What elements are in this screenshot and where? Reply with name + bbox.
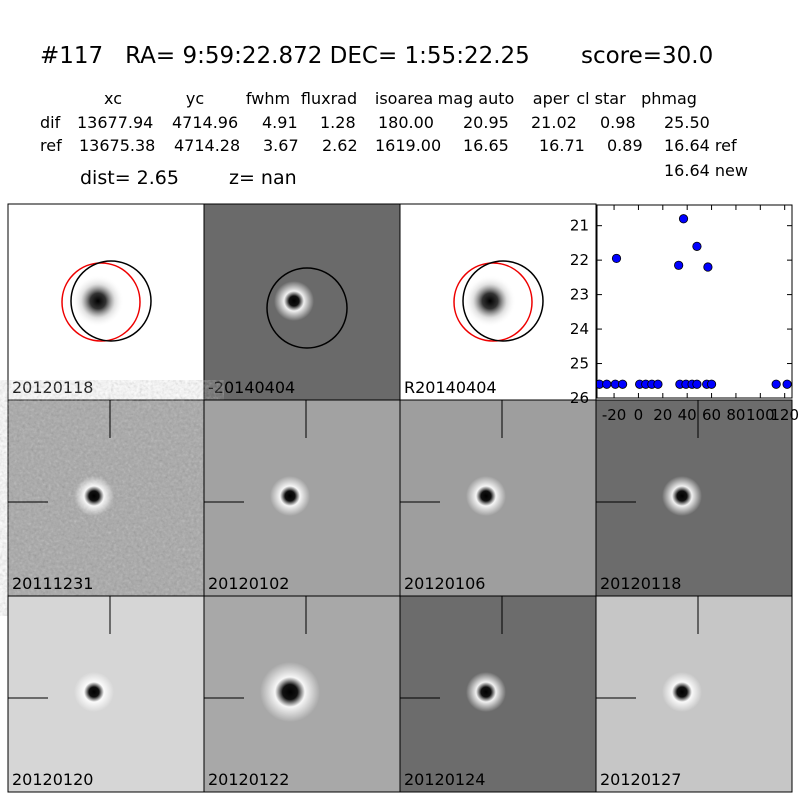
x-tick-label: -20 bbox=[602, 406, 627, 424]
aperture bbox=[266, 267, 348, 349]
point bbox=[602, 379, 612, 389]
column-header: cl star bbox=[576, 89, 626, 108]
source bbox=[274, 281, 314, 321]
x-tick-label: 100 bbox=[746, 406, 775, 424]
source bbox=[466, 672, 506, 712]
point bbox=[703, 262, 713, 272]
point bbox=[692, 379, 702, 389]
table-cell: 20.95 bbox=[463, 113, 509, 132]
source bbox=[74, 476, 114, 516]
y-tick-label: 26 bbox=[570, 389, 589, 407]
stamp-label: 20120120 bbox=[12, 770, 93, 789]
stamp-label: 20120124 bbox=[404, 770, 485, 789]
aperture bbox=[462, 260, 544, 342]
table-cell: 1619.00 bbox=[375, 136, 441, 155]
table-cell: 0.98 bbox=[600, 113, 636, 132]
column-header: aper bbox=[533, 89, 570, 108]
aperture bbox=[70, 260, 152, 342]
z-value: z= nan bbox=[229, 167, 297, 189]
point bbox=[692, 241, 702, 251]
source bbox=[72, 275, 124, 327]
table-cell: 16.65 bbox=[463, 136, 509, 155]
table-cell: 2.62 bbox=[322, 136, 358, 155]
stamp-label: 20120127 bbox=[600, 770, 681, 789]
y-tick-label: 24 bbox=[570, 320, 589, 338]
ref-circle bbox=[61, 262, 141, 342]
source bbox=[464, 275, 516, 327]
stamp-label: -20140404 bbox=[208, 378, 295, 397]
y-tick-label: 23 bbox=[570, 286, 589, 304]
column-header: fwhm bbox=[246, 89, 290, 108]
column-header: mag auto bbox=[438, 89, 515, 108]
x-tick-label: 60 bbox=[702, 406, 721, 424]
column-header: xc bbox=[104, 89, 122, 108]
point bbox=[611, 253, 622, 264]
point bbox=[706, 379, 717, 389]
table-cell: 3.67 bbox=[263, 136, 299, 155]
stamp-label: 20120118 bbox=[600, 574, 681, 593]
table-cell: 21.02 bbox=[531, 113, 577, 132]
table-cell: 13675.38 bbox=[79, 136, 155, 155]
source bbox=[270, 476, 310, 516]
dist: dist= 2.65 bbox=[80, 167, 179, 189]
row-label: dif bbox=[40, 113, 61, 132]
title: #117 RA= 9:59:22.872 DEC= 1:55:22.25 sco… bbox=[40, 43, 713, 69]
stamp-label: 20120102 bbox=[208, 574, 289, 593]
point bbox=[782, 379, 792, 389]
column-header: fluxrad bbox=[301, 89, 357, 108]
table-cell: 16.71 bbox=[539, 136, 585, 155]
y-tick-label: 22 bbox=[570, 251, 589, 269]
table-cell: 0.89 bbox=[607, 136, 643, 155]
ref-circle bbox=[453, 262, 533, 342]
stamp-label: 20111231 bbox=[12, 574, 93, 593]
stamp-label: 20120118 bbox=[12, 378, 93, 397]
row-label: ref bbox=[40, 136, 62, 155]
source bbox=[662, 672, 702, 712]
table-cell: 1.28 bbox=[320, 113, 356, 132]
y-tick-label: 25 bbox=[570, 355, 589, 373]
source bbox=[260, 662, 320, 722]
stamp-label: R20140404 bbox=[404, 378, 497, 397]
point bbox=[617, 379, 628, 389]
stamp-label: 20120106 bbox=[404, 574, 485, 593]
x-tick-label: 40 bbox=[678, 406, 697, 424]
table-note: 16.64 new bbox=[664, 161, 748, 180]
point bbox=[674, 260, 684, 270]
x-tick-label: 80 bbox=[726, 406, 745, 424]
x-tick-label: 20 bbox=[653, 406, 672, 424]
source bbox=[662, 476, 702, 516]
point bbox=[678, 214, 689, 224]
stamp-label: 20120122 bbox=[208, 770, 289, 789]
x-tick-label: 0 bbox=[634, 406, 644, 424]
y-tick-label: 21 bbox=[570, 217, 589, 235]
table-cell: 16.64 ref bbox=[664, 136, 737, 155]
plot-area bbox=[596, 204, 793, 399]
table-cell: 4.91 bbox=[262, 113, 298, 132]
table-cell: 180.00 bbox=[378, 113, 434, 132]
panel-grid: 20120118 -20140404 R20140404 20111231 201201… bbox=[7, 203, 793, 793]
source bbox=[74, 672, 114, 712]
table-cell: 4714.28 bbox=[174, 136, 240, 155]
column-header: isoarea bbox=[375, 89, 433, 108]
column-header: yc bbox=[186, 89, 204, 108]
point bbox=[771, 379, 781, 389]
point bbox=[653, 379, 663, 389]
column-header: phmag bbox=[641, 89, 697, 108]
table-cell: 13677.94 bbox=[77, 113, 153, 132]
table-cell: 25.50 bbox=[664, 113, 710, 132]
x-tick-label: 120 bbox=[770, 406, 799, 424]
source bbox=[466, 476, 506, 516]
table-cell: 4714.96 bbox=[172, 113, 238, 132]
